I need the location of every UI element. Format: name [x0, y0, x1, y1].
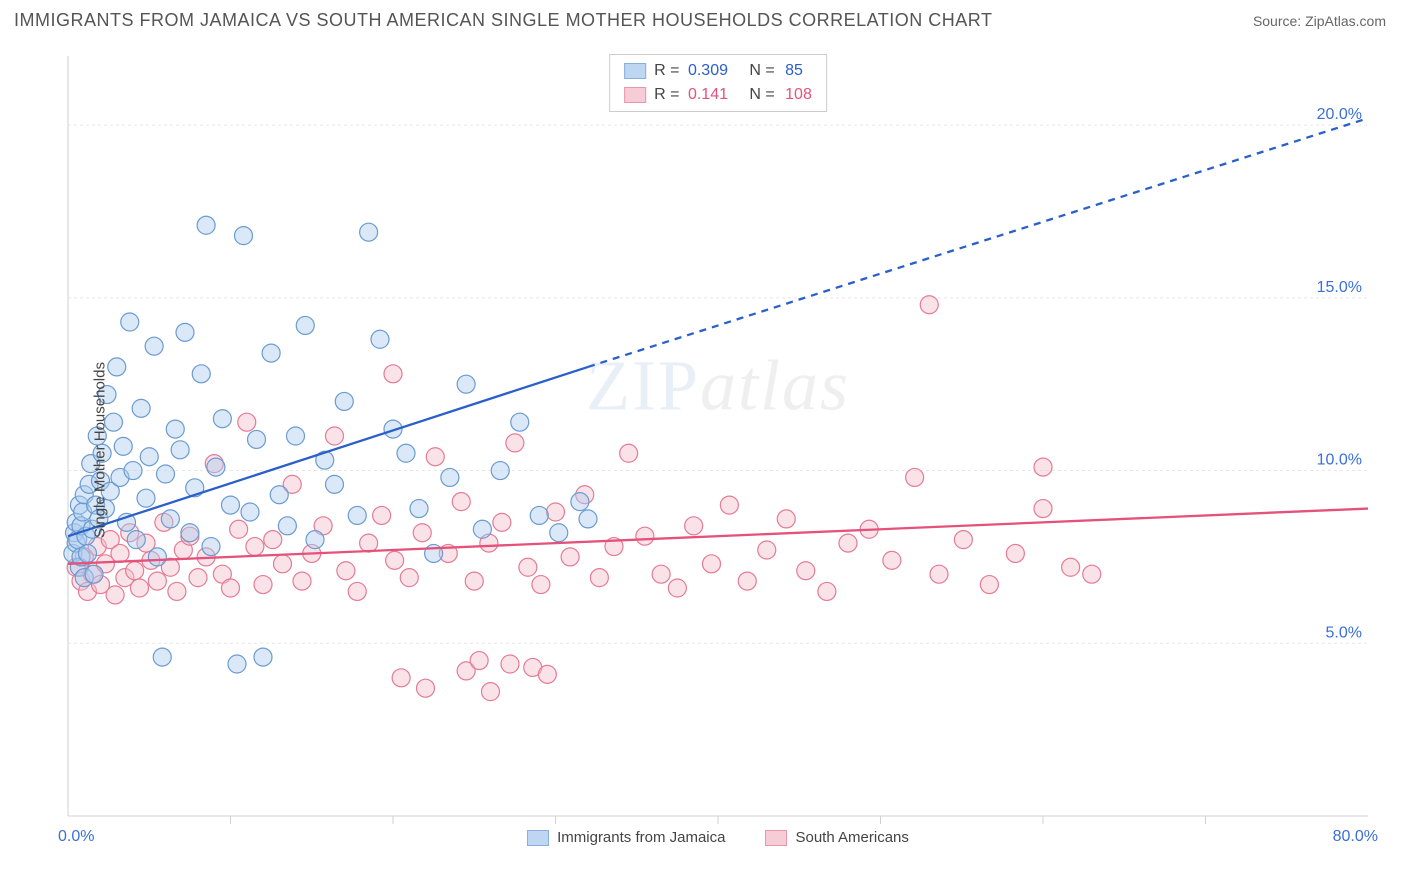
y-axis-label: Single Mother Households	[91, 362, 108, 538]
correlation-legend: R = 0.309 N = 85R = 0.141 N = 108	[609, 54, 827, 112]
svg-text:10.0%: 10.0%	[1317, 452, 1362, 469]
source-label: Source: ZipAtlas.com	[1253, 13, 1386, 29]
svg-text:5.0%: 5.0%	[1326, 624, 1362, 641]
chart-area: Single Mother Households 5.0% 10.0% 15.0% 2…	[50, 48, 1386, 852]
svg-text:20.0%: 20.0%	[1317, 106, 1362, 123]
scatter-chart: 5.0% 10.0% 15.0% 20.0%	[50, 48, 1386, 852]
series-legend: Immigrants from JamaicaSouth Americans	[50, 829, 1386, 846]
chart-title: IMMIGRANTS FROM JAMAICA VS SOUTH AMERICA…	[14, 10, 992, 31]
svg-text:15.0%: 15.0%	[1317, 279, 1362, 296]
